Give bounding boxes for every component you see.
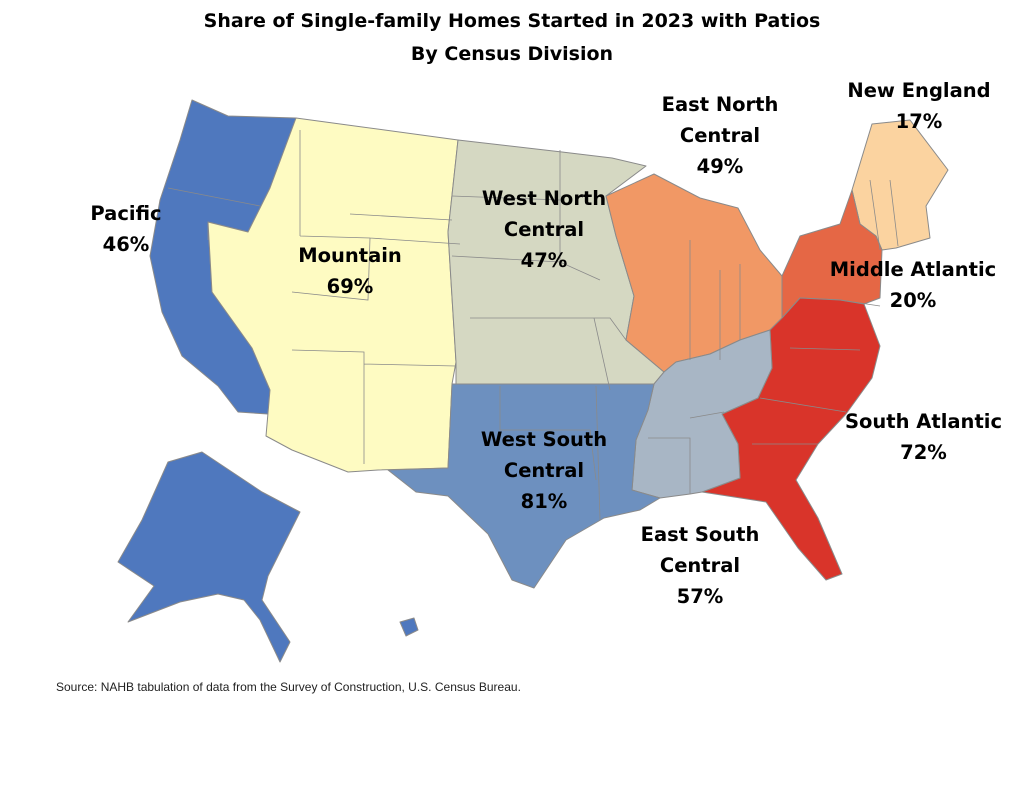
label-south-atlantic-name: South Atlantic — [844, 410, 1003, 433]
label-mountain-name: Mountain — [298, 244, 402, 267]
label-new-england-name: New England — [847, 79, 991, 102]
label-middle-atlantic: Middle Atlantic 20% — [818, 254, 1008, 316]
map-title: Share of Single-family Homes Started in … — [203, 10, 821, 32]
region-pacific-hawaii — [399, 617, 419, 637]
label-east-north-central-value: 49% — [696, 155, 744, 178]
label-east-south-central: East South Central 57% — [620, 519, 780, 612]
label-east-south-central-name1: East South — [640, 523, 760, 546]
label-west-north-central-value: 47% — [520, 249, 568, 272]
label-west-north-central-name2: Central — [503, 218, 585, 241]
label-east-south-central-name2: Central — [659, 554, 741, 577]
label-west-north-central-name1: West North — [481, 187, 607, 210]
label-pacific: Pacific 46% — [76, 198, 176, 260]
label-east-north-central-name1: East North — [661, 93, 779, 116]
state-borders — [167, 130, 899, 521]
label-west-north-central: West North Central 47% — [464, 183, 624, 276]
label-mountain: Mountain 69% — [280, 240, 420, 302]
map-subtitle: By Census Division — [410, 43, 614, 65]
label-mountain-value: 69% — [326, 275, 374, 298]
label-south-atlantic-value: 72% — [900, 441, 947, 464]
label-east-north-central-name2: Central — [679, 124, 761, 147]
label-middle-atlantic-name: Middle Atlantic — [829, 258, 997, 281]
label-west-south-central: West South Central 81% — [464, 424, 624, 517]
label-east-south-central-value: 57% — [676, 585, 724, 608]
label-new-england: New England 17% — [830, 75, 1008, 137]
label-west-south-central-name2: Central — [503, 459, 585, 482]
label-pacific-value: 46% — [102, 233, 150, 256]
label-east-north-central: East North Central 49% — [640, 89, 800, 182]
label-west-south-central-name1: West South — [480, 428, 608, 451]
label-new-england-value: 17% — [895, 110, 943, 133]
label-pacific-name: Pacific — [90, 202, 162, 225]
label-middle-atlantic-value: 20% — [889, 289, 937, 312]
label-south-atlantic: South Atlantic 72% — [836, 406, 1011, 468]
label-west-south-central-value: 81% — [520, 490, 568, 513]
region-pacific-alaska — [117, 451, 301, 663]
region-west-south-central — [387, 383, 661, 589]
source-note: Source: NAHB tabulation of data from the… — [56, 680, 521, 694]
